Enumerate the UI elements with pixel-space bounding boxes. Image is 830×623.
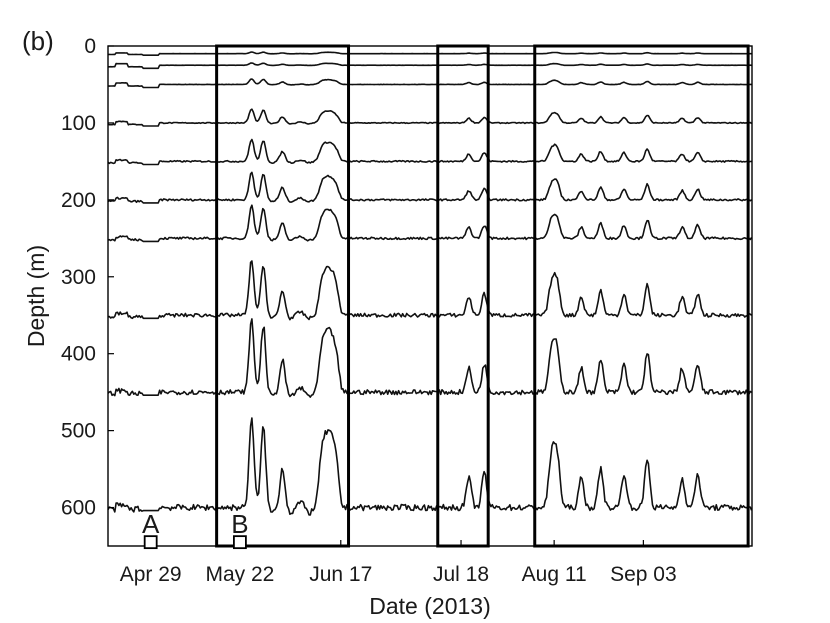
x-tick-label: Sep 03 [610,563,677,586]
highlight-box [533,44,750,548]
depth-trace-25 [108,62,752,70]
y-tick-label: 100 [61,112,96,135]
x-tick-label: Jun 17 [309,563,372,586]
depth-trace-50 [107,78,752,89]
y-tick-label: 0 [84,35,96,58]
depth-trace-350 [107,260,753,321]
x-tick-label: Aug 11 [522,563,587,586]
x-tick-label: Jul 18 [433,563,489,586]
x-axis-ticks: Apr 29 May 22 Jun 17 Jul 18 Aug 11 Sep 03 [120,540,677,586]
depth-trace-250 [107,204,753,243]
depth-trace-600 [107,417,753,516]
y-tick-label: 500 [61,420,96,443]
depth-traces [107,51,753,516]
depth-trace-10 [107,51,752,57]
x-tick-label: May 22 [205,563,274,586]
depth-trace-100 [107,108,753,127]
x-axis-title: Date (2013) [369,593,490,619]
y-axis-title: Depth (m) [23,245,49,347]
marker-a [143,535,158,550]
depth-trace-200 [107,171,753,204]
y-axis-ticks: 0 100 200 300 400 500 600 [61,35,114,520]
depth-trace-450 [107,318,753,398]
y-tick-label: 200 [61,189,96,212]
x-tick-label: Apr 29 [120,563,182,586]
panel-label: (b) [22,26,54,56]
plot-frame [107,45,753,547]
y-tick-label: 600 [61,497,96,520]
marker-b [233,535,247,550]
marker-label: B [231,509,248,539]
depth-trace-150 [107,138,752,166]
marker-label: A [142,509,160,539]
y-tick-label: 300 [61,266,96,289]
y-tick-label: 400 [61,343,96,366]
